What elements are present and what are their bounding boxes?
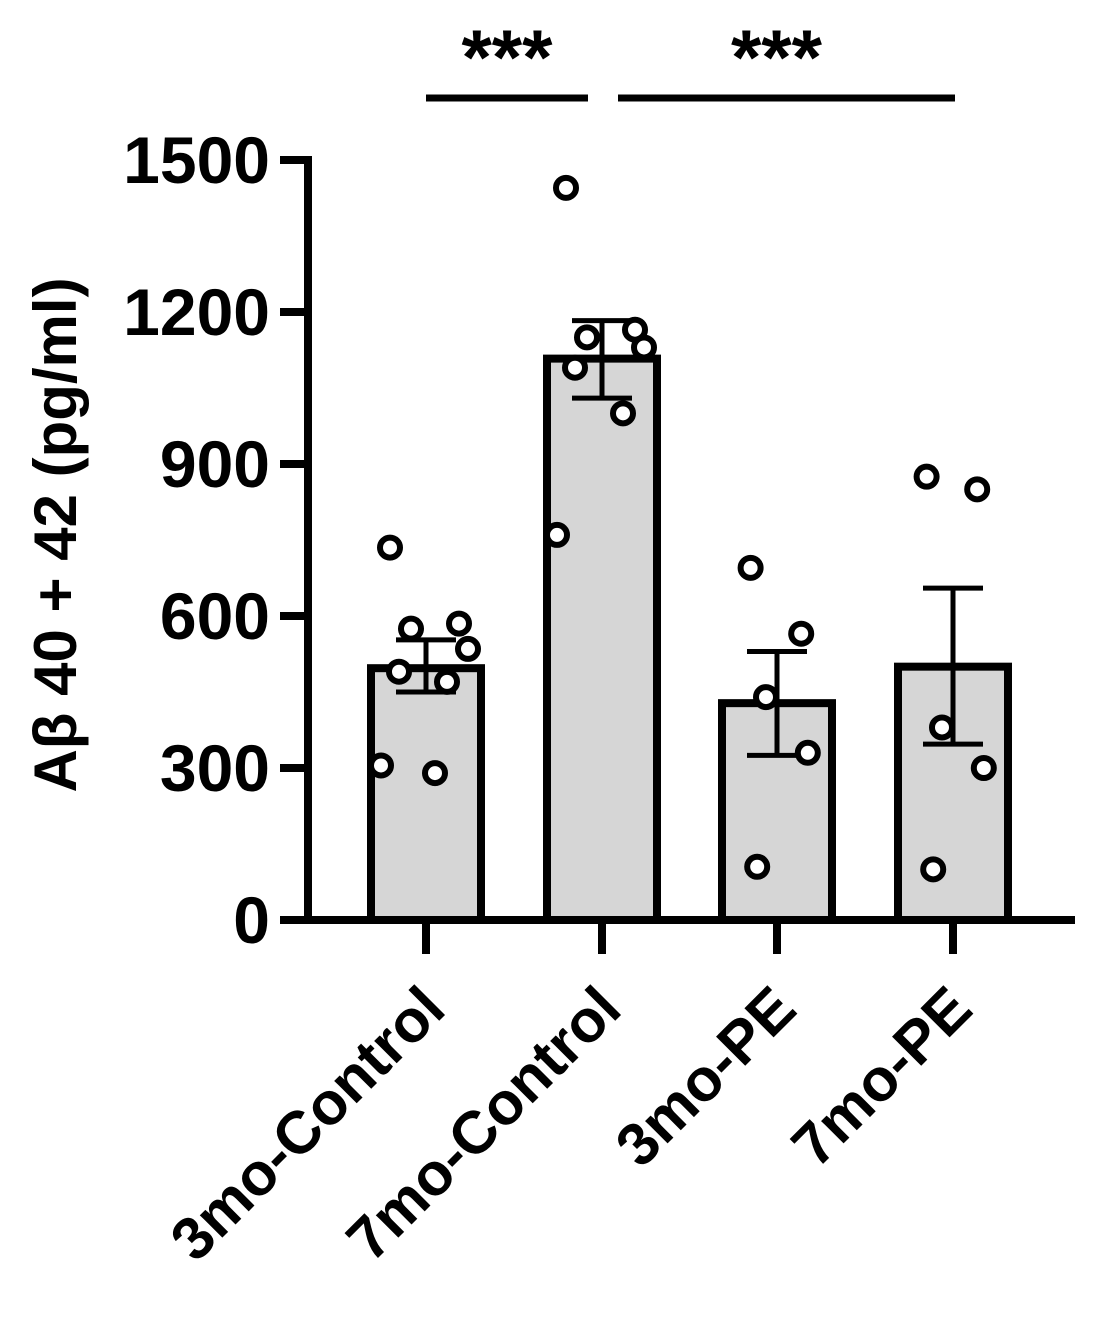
y-tick-label: 1200: [123, 275, 270, 349]
data-point: [398, 615, 424, 642]
x-category-label: 3mo-PE: [603, 974, 808, 1179]
y-ticks-layer: 0 300 600 900 1200 1500: [123, 123, 308, 957]
data-point: [377, 534, 403, 561]
bar-7mo-control: [543, 354, 661, 924]
data-point: [610, 400, 636, 427]
data-point: [455, 635, 481, 662]
data-point: [368, 752, 394, 779]
data-point: [544, 521, 570, 548]
data-point: [753, 684, 779, 711]
data-point: [422, 760, 448, 787]
data-point: [446, 610, 472, 637]
data-point: [434, 668, 460, 695]
data-point: [970, 755, 997, 781]
data-point: [574, 324, 600, 351]
data-point: [631, 334, 657, 361]
data-point: [794, 739, 821, 766]
data-point: [553, 174, 579, 201]
data-point: [913, 463, 940, 490]
x-category-label: 7mo-PE: [779, 974, 984, 1179]
data-point: [737, 554, 764, 581]
axes-layer: [280, 156, 1075, 924]
data-point: [920, 856, 947, 883]
data-point: [562, 354, 588, 381]
y-tick-label: 900: [160, 427, 270, 501]
significance-label: ***: [731, 13, 823, 101]
significance-layer: *** ***: [426, 13, 955, 102]
bar-7mo-pe: [894, 662, 1012, 925]
data-point: [929, 714, 955, 741]
y-axis-title: Aβ 40 + 42 (pg/ml): [22, 277, 89, 792]
data-point: [964, 476, 991, 503]
y-tick-label: 300: [160, 731, 270, 805]
error-bar: [572, 318, 632, 401]
significance-label: ***: [461, 13, 553, 101]
points-layer: [368, 174, 997, 883]
data-point: [744, 853, 771, 880]
data-point: [386, 658, 412, 685]
y-tick-label: 1500: [123, 123, 270, 197]
y-tick-label: 600: [160, 579, 270, 653]
y-tick-label: 0: [233, 883, 270, 957]
error-bar: [923, 585, 983, 747]
data-point: [788, 620, 815, 647]
bar-3mo-control: [367, 664, 485, 924]
